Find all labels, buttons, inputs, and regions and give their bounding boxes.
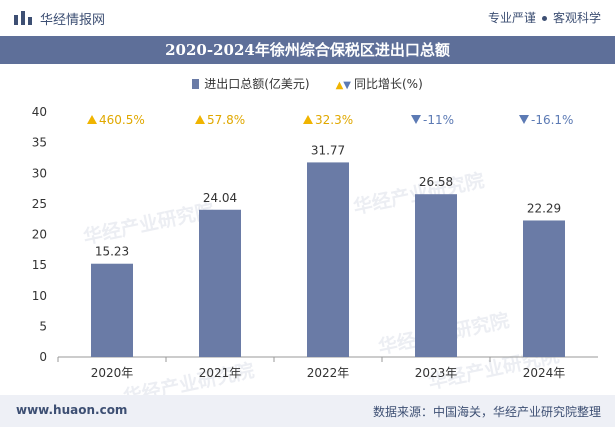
website-link[interactable]: www.huaon.com xyxy=(16,403,128,417)
legend: 进出口总额(亿美元) ▲▼ 同比增长(%) xyxy=(0,75,615,92)
growth-up-triangle-icon-1 xyxy=(195,115,205,124)
legend-growth-label: 同比增长(%) xyxy=(354,77,423,91)
bar-4 xyxy=(523,220,565,357)
y-tick-label-6: 30 xyxy=(32,166,47,180)
growth-label-4: -16.1% xyxy=(531,113,573,127)
brand-name: 华经情报网 xyxy=(40,13,106,28)
slogan: 专业严谨 客观科学 xyxy=(488,9,601,26)
value-label-3: 26.58 xyxy=(419,175,453,189)
y-tick-label-3: 15 xyxy=(32,258,47,272)
labels-layer: 15.23 460.5% 24.04 57.8% 31.77 32.3% 26.58 -11%… xyxy=(87,113,573,259)
watermark-0: 华经产业研究院 xyxy=(81,199,216,249)
y-tick-label-8: 40 xyxy=(32,105,47,119)
bar-0 xyxy=(91,263,133,357)
value-label-4: 22.29 xyxy=(527,201,561,215)
y-tick-label-0: 0 xyxy=(39,350,47,364)
growth-down-triangle-icon-3 xyxy=(411,115,421,124)
slogan-dot xyxy=(541,16,547,21)
x-tick-label-2: 2022年 xyxy=(307,366,350,380)
y-tick-label-4: 20 xyxy=(32,228,47,242)
y-tick-label-5: 25 xyxy=(32,197,47,211)
growth-label-0: 460.5% xyxy=(99,113,145,127)
bar-chart: 华经产业研究院华经产业研究院华经产业研究院华经产业研究院华经产业研究院 0510… xyxy=(32,105,598,395)
data-source: 数据来源：中国海关，华经产业研究院整理 xyxy=(372,405,601,419)
legend-down-triangle-icon: ▼ xyxy=(343,80,351,91)
chart-title: 2020-2024年徐州综合保税区进出口总额 xyxy=(0,36,615,64)
growth-label-3: -11% xyxy=(423,113,454,127)
top-bar: 华经情报网 专业严谨 客观科学 xyxy=(0,0,615,37)
value-label-1: 24.04 xyxy=(203,191,237,205)
growth-up-triangle-icon-2 xyxy=(303,115,313,124)
footer: www.huaon.com 数据来源：中国海关，华经产业研究院整理 xyxy=(0,395,615,427)
growth-down-triangle-icon-4 xyxy=(519,115,529,124)
growth-label-1: 57.8% xyxy=(207,113,245,127)
bar-logo-icon xyxy=(14,11,32,25)
legend-bar-label: 进出口总额(亿美元) xyxy=(204,77,310,91)
x-tick-label-3: 2023年 xyxy=(415,366,458,380)
bar-3 xyxy=(415,194,457,357)
y-tick-label-1: 5 xyxy=(39,319,47,333)
slogan-left: 专业严谨 xyxy=(487,11,536,25)
bar-2 xyxy=(307,162,349,357)
x-tick-label-1: 2021年 xyxy=(199,366,242,380)
y-tick-label-7: 35 xyxy=(32,136,47,150)
x-tick-label-0: 2020年 xyxy=(91,366,134,380)
value-label-2: 31.77 xyxy=(311,143,345,157)
y-tick-label-2: 10 xyxy=(32,289,47,303)
x-tick-label-4: 2024年 xyxy=(523,366,566,380)
axis-layer: 0 5 10 15 20 25 30 35 40 2020年 2021年 2022年 2023年 2024… xyxy=(32,105,598,380)
growth-up-triangle-icon-0 xyxy=(87,115,97,124)
bars-layer xyxy=(91,162,565,357)
slogan-right: 客观科学 xyxy=(552,11,601,25)
legend-up-triangle-icon: ▲ xyxy=(335,80,344,91)
growth-label-2: 32.3% xyxy=(315,113,353,127)
bar-1 xyxy=(199,209,241,357)
value-label-0: 15.23 xyxy=(95,245,129,259)
legend-bar-swatch xyxy=(192,79,200,89)
